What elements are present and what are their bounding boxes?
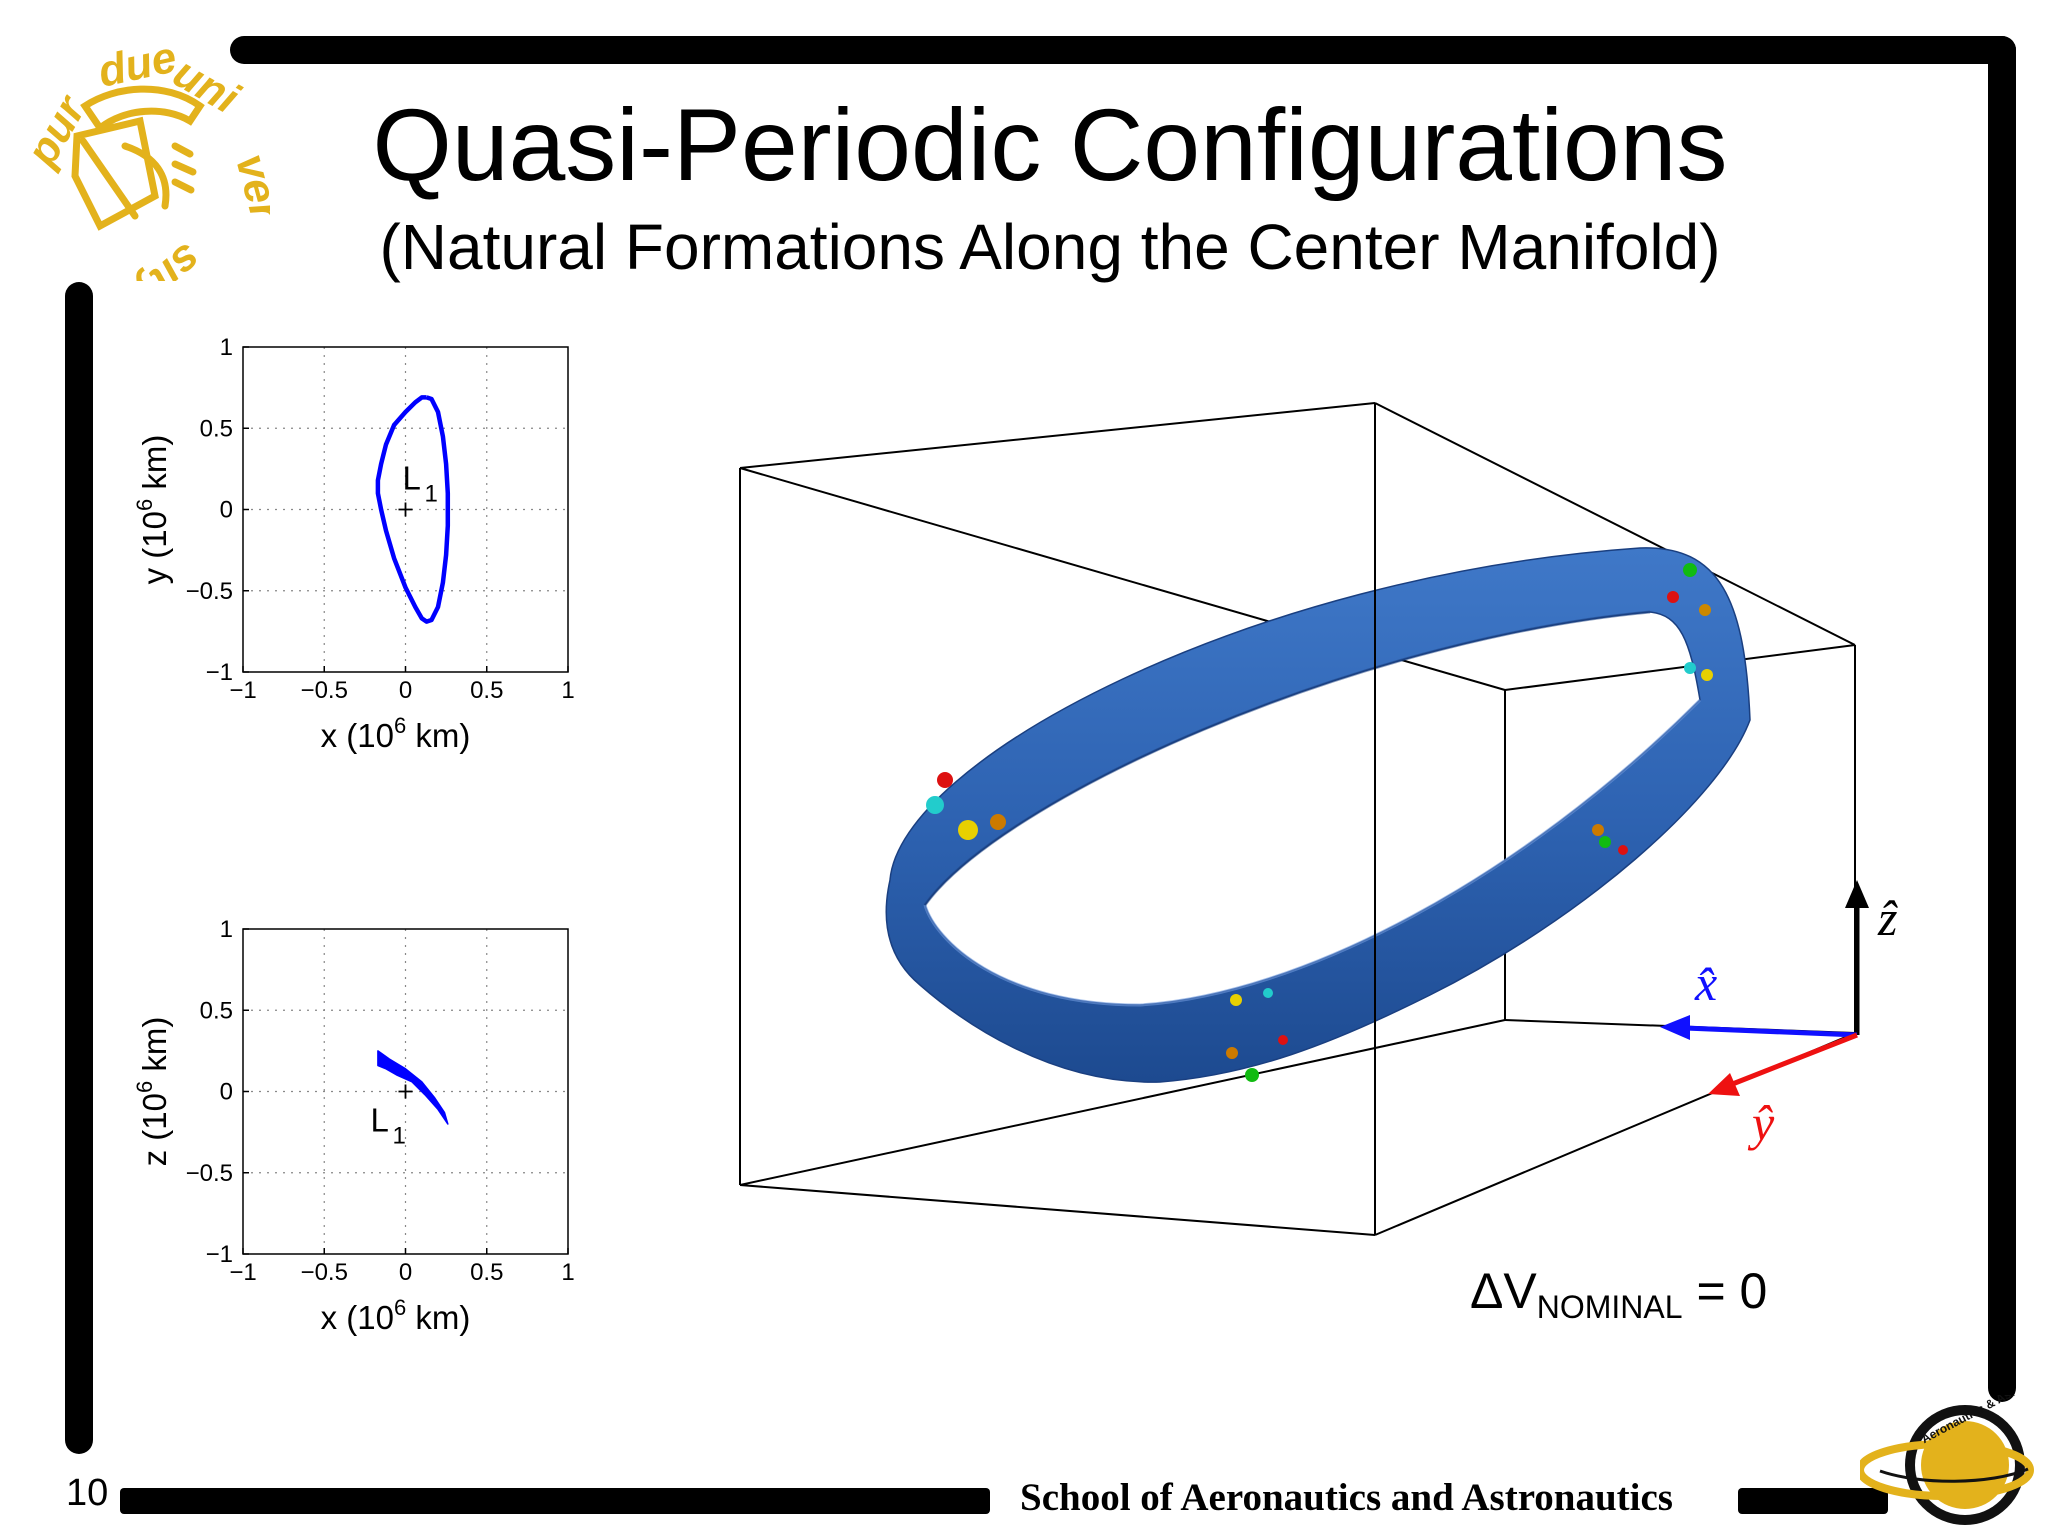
aero-astro-logo: Aeronautics & Astronautics — [1856, 1360, 2048, 1535]
delta-v-value: = 0 — [1682, 1263, 1768, 1319]
slide-title: Quasi-Periodic Configurations — [372, 88, 1728, 202]
l1-marker-icon — [398, 502, 413, 517]
frame-right-bar — [1988, 36, 2016, 1402]
y-tick-label: −0.5 — [186, 1160, 233, 1187]
frame-top-bar — [230, 36, 2016, 64]
frame-bottom-left-bar — [120, 1488, 990, 1514]
y-tick-label: 0.5 — [200, 997, 233, 1024]
x-tick-label: 0.5 — [470, 1259, 503, 1286]
plot-frame — [242, 928, 569, 1255]
y-axis-title: z (106 km) — [132, 1017, 173, 1167]
xy-orbit-line — [375, 395, 451, 624]
x-arrow-icon — [1660, 1015, 1690, 1040]
delta-v-subscript: NOMINAL — [1536, 1289, 1683, 1325]
x-axis-title: x (106 km) — [321, 1295, 471, 1336]
y-tick-label: −1 — [206, 659, 233, 686]
x-axis-title: x (106 km) — [321, 713, 471, 754]
slide-number: 10 — [66, 1472, 109, 1514]
z-axis-label: ẑ — [1877, 890, 1898, 946]
y-tick-label: 0 — [220, 497, 233, 524]
axis-triad: ẑ x̂ ŷ — [1660, 880, 1898, 1151]
xz-orbit-area — [377, 1050, 449, 1125]
y-tick-label: 0 — [220, 1079, 233, 1106]
frame-left-bar — [65, 282, 93, 1454]
x-tick-label: −0.5 — [301, 1259, 348, 1286]
bounding-box — [739, 402, 1856, 1236]
y-tick-label: 1 — [220, 916, 233, 943]
y-tick-label: −1 — [206, 1241, 233, 1268]
y-tick-label: 0.5 — [200, 415, 233, 442]
quasi-periodic-torus — [885, 547, 1751, 1083]
l1-subscript: 1 — [425, 481, 438, 508]
x-tick-label: 1 — [561, 1259, 574, 1286]
y-axis-title: y (106 km) — [132, 435, 173, 585]
y-tick-label: −0.5 — [186, 578, 233, 605]
x-axis-label: x̂ — [1694, 955, 1717, 1011]
plot-frame — [242, 346, 569, 673]
l1-label: L — [403, 460, 421, 497]
purdue-logo: pur due uni ver sity — [15, 33, 292, 323]
y-axis-label: ŷ — [1747, 1095, 1775, 1151]
x-tick-label: −0.5 — [301, 677, 348, 704]
y-tick-label: 1 — [220, 334, 233, 361]
x-tick-label: 0 — [399, 677, 412, 704]
z-arrow-icon — [1845, 880, 1869, 908]
delta-v-prefix: ΔV — [1470, 1263, 1537, 1319]
l1-label: L — [371, 1102, 389, 1139]
l1-marker-icon — [398, 1084, 413, 1099]
x-tick-label: 0 — [399, 1259, 412, 1286]
slide-subtitle: (Natural Formations Along the Center Man… — [379, 211, 1721, 283]
x-tick-label: 0.5 — [470, 677, 503, 704]
footer-school-name: School of Aeronautics and Astronautics — [1020, 1476, 1673, 1519]
x-tick-label: 1 — [561, 677, 574, 704]
x-tick-label: −1 — [229, 1259, 256, 1286]
x-tick-label: −1 — [229, 677, 256, 704]
satellite-markers — [926, 563, 1713, 1082]
frame-bottom-right-bar — [1738, 1488, 1888, 1514]
l1-subscript: 1 — [393, 1123, 406, 1150]
delta-v-annotation: ΔVNOMINAL = 0 — [1470, 1262, 1767, 1326]
y-arrow-icon — [1708, 1073, 1740, 1096]
